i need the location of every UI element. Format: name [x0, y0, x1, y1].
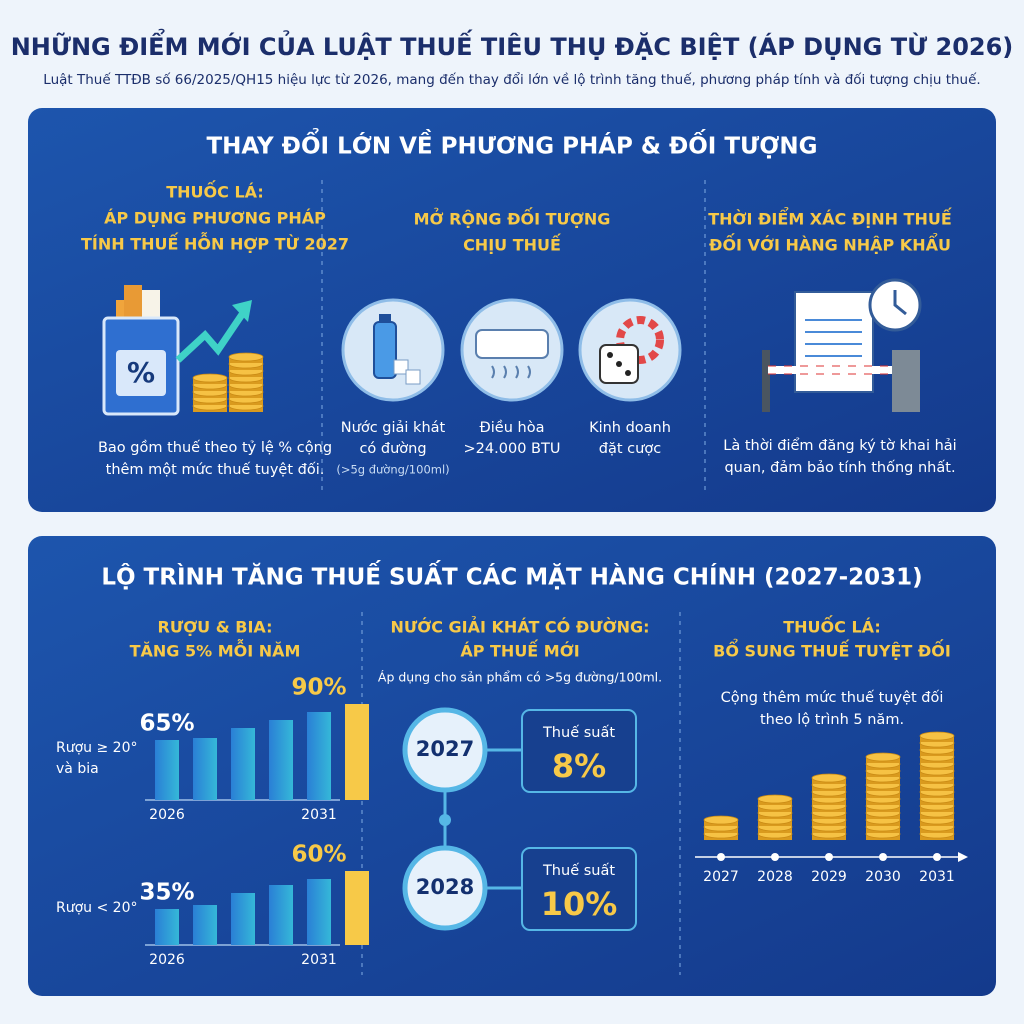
- bar: [231, 728, 255, 800]
- coin: [228, 352, 264, 362]
- column-heading: THUỐC LÁ:: [166, 181, 263, 202]
- bar: [193, 738, 217, 800]
- coin: [192, 373, 228, 383]
- rate-bars: [155, 704, 369, 945]
- timeline-year: 2030: [865, 869, 901, 885]
- step-year: 2028: [416, 875, 474, 899]
- bar: [307, 712, 331, 800]
- timeline-dot: [825, 853, 833, 861]
- item-label: Nước giải khát: [341, 420, 446, 436]
- item-note: (>5g đường/100ml): [336, 463, 449, 477]
- bar: [155, 909, 179, 945]
- column-heading: THỜI ĐIỂM XÁC ĐỊNH THUẾ: [708, 207, 952, 229]
- coin: [757, 794, 793, 804]
- coin: [865, 752, 901, 762]
- panel-title: THAY ĐỔI LỚN VỀ PHƯƠNG PHÁP & ĐỐI TƯỢNG: [206, 128, 817, 160]
- row-label: Rượu ≥ 20°: [56, 740, 137, 756]
- column-heading: ÁP THUẾ MỚI: [460, 640, 579, 661]
- start-rate: 65%: [139, 711, 194, 737]
- bar: [345, 871, 369, 945]
- column-description: Cộng thêm mức thuế tuyệt đối: [721, 689, 944, 706]
- coin-stacks: [703, 731, 955, 840]
- svg-text:%: %: [127, 356, 155, 389]
- timeline-year: 2031: [919, 869, 955, 885]
- column-heading: THUỐC LÁ:: [783, 616, 880, 637]
- bar: [269, 885, 293, 945]
- timeline-year: 2028: [757, 869, 793, 885]
- timeline-dot: [717, 853, 725, 861]
- coin: [703, 815, 739, 825]
- customs-icon: [762, 278, 922, 412]
- end-year: 2031: [301, 807, 337, 823]
- tobacco-icon: %: [102, 285, 252, 416]
- column-description: quan, đảm bảo tính thống nhất.: [724, 459, 955, 476]
- end-rate: 90%: [291, 675, 346, 701]
- end-year: 2031: [301, 952, 337, 968]
- bottle-icon: [373, 314, 421, 385]
- title: NHỮNG ĐIỂM MỚI CỦA LUẬT THUẾ TIÊU THỤ ĐẶ…: [11, 27, 1014, 61]
- note: Áp dụng cho sản phẩm có >5g đường/100ml.: [378, 670, 662, 685]
- start-year: 2026: [149, 807, 185, 823]
- column-heading: ĐỐI VỚI HÀNG NHẬP KHẨU: [709, 233, 951, 255]
- bar: [155, 740, 179, 800]
- coin: [919, 731, 955, 741]
- column-description: theo lộ trình 5 năm.: [760, 712, 904, 728]
- item-label: >24.000 BTU: [464, 441, 561, 457]
- step-label: Thuế suất: [542, 862, 615, 879]
- panel-roadmap: [28, 536, 996, 996]
- timeline-year: 2029: [811, 869, 847, 885]
- column-heading: MỞ RỘNG ĐỐI TƯỢNG: [414, 208, 611, 229]
- column-description: thêm một mức thuế tuyệt đối.: [106, 461, 325, 478]
- subtitle: Luật Thuế TTĐB số 66/2025/QH15 hiệu lực …: [43, 71, 980, 88]
- timeline-year: 2027: [703, 869, 739, 885]
- column-description: Là thời điểm đăng ký tờ khai hải: [723, 437, 956, 454]
- bar: [231, 893, 255, 945]
- sugary-timeline: [402, 707, 637, 931]
- column-heading: NƯỚC GIẢI KHÁT CÓ ĐƯỜNG:: [390, 616, 649, 637]
- coins: [192, 352, 264, 412]
- ac-icon: [475, 329, 549, 379]
- end-rate: 60%: [291, 842, 346, 868]
- column-description: Bao gồm thuế theo tỷ lệ % cộng: [98, 439, 332, 456]
- item-label: Điều hòa: [480, 419, 545, 436]
- step-rate: 8%: [552, 747, 606, 785]
- row-label: và bia: [56, 761, 99, 777]
- column-heading: CHỊU THUẾ: [463, 234, 561, 255]
- timeline-dot: [771, 853, 779, 861]
- item-label: Kinh doanh: [589, 420, 671, 436]
- column-heading: RƯỢU & BIA:: [158, 618, 273, 637]
- timeline-dot: [933, 853, 941, 861]
- step-year: 2027: [416, 737, 474, 761]
- start-year: 2026: [149, 952, 185, 968]
- column-heading: TÍNH THUẾ HỖN HỢP TỪ 2027: [81, 233, 349, 254]
- bar: [193, 905, 217, 945]
- panel-title: LỘ TRÌNH TĂNG THUẾ SUẤT CÁC MẶT HÀNG CHÍ…: [101, 560, 922, 591]
- coin: [811, 773, 847, 783]
- step-rate: 10%: [541, 885, 618, 923]
- start-rate: 35%: [139, 880, 194, 906]
- bar: [269, 720, 293, 800]
- row-label: Rượu < 20°: [56, 900, 137, 916]
- column-heading: TĂNG 5% MỖI NĂM: [130, 640, 301, 661]
- bar: [345, 704, 369, 800]
- step-label: Thuế suất: [542, 724, 615, 741]
- column-heading: ÁP DỤNG PHƯƠNG PHÁP: [104, 209, 326, 228]
- bar: [307, 879, 331, 945]
- timeline-dot: [879, 853, 887, 861]
- item-label: đặt cược: [599, 441, 661, 457]
- dice-icon: [599, 316, 664, 384]
- item-label: có đường: [359, 441, 426, 457]
- column-heading: BỔ SUNG THUẾ TUYỆT ĐỐI: [713, 639, 951, 661]
